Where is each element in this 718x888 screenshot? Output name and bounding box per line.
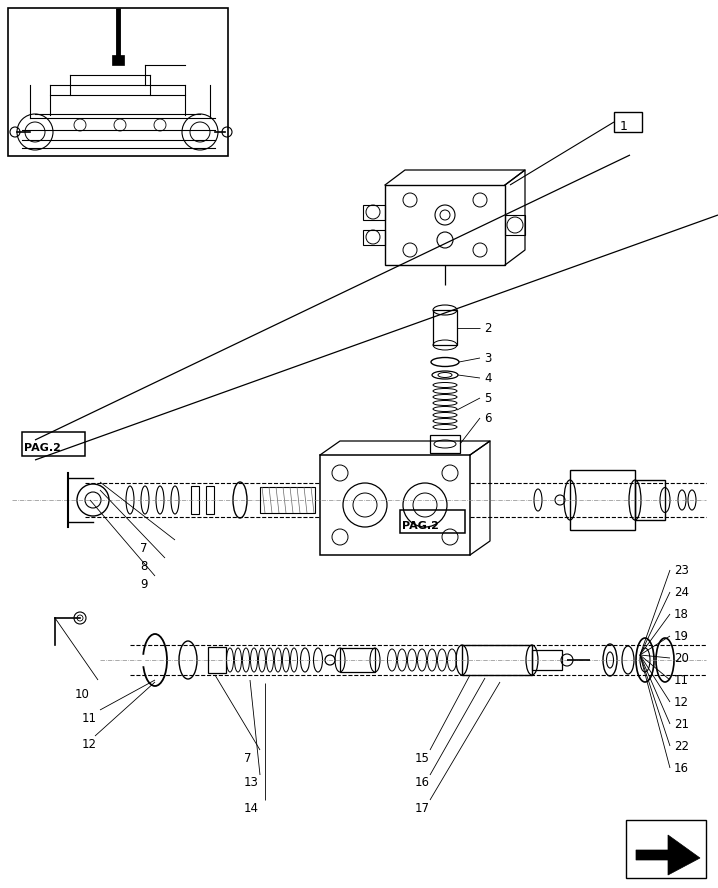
Text: 2: 2 xyxy=(484,321,492,335)
Bar xyxy=(363,230,385,245)
Bar xyxy=(505,215,525,235)
Text: 3: 3 xyxy=(484,352,491,364)
Text: 11: 11 xyxy=(674,673,689,686)
Text: 7: 7 xyxy=(140,542,147,554)
Bar xyxy=(385,185,505,265)
Text: 7: 7 xyxy=(244,751,251,765)
Text: 5: 5 xyxy=(484,392,491,405)
Bar xyxy=(260,487,315,513)
Text: 4: 4 xyxy=(484,371,492,385)
Text: 17: 17 xyxy=(415,802,430,814)
Text: 18: 18 xyxy=(674,607,689,621)
Bar xyxy=(363,205,385,220)
Bar xyxy=(8,8,228,156)
Bar xyxy=(206,486,214,514)
Text: 9: 9 xyxy=(140,577,147,591)
Text: 8: 8 xyxy=(140,559,147,573)
Text: 19: 19 xyxy=(674,630,689,643)
Bar xyxy=(626,820,706,878)
Text: 15: 15 xyxy=(415,751,430,765)
Text: 22: 22 xyxy=(674,740,689,752)
Text: 16: 16 xyxy=(674,762,689,774)
Bar xyxy=(430,435,460,453)
Text: 11: 11 xyxy=(82,711,97,725)
Bar xyxy=(614,112,642,132)
Text: 16: 16 xyxy=(415,776,430,789)
Text: 24: 24 xyxy=(674,585,689,599)
Bar xyxy=(635,480,665,520)
Bar xyxy=(400,510,465,533)
Text: 14: 14 xyxy=(244,802,259,814)
Polygon shape xyxy=(636,835,700,875)
Text: 13: 13 xyxy=(244,776,259,789)
Bar xyxy=(208,647,226,673)
Bar xyxy=(570,470,635,530)
Bar xyxy=(433,310,457,345)
Text: 12: 12 xyxy=(674,695,689,709)
Text: 10: 10 xyxy=(75,688,90,702)
Bar xyxy=(462,645,532,675)
Text: 12: 12 xyxy=(82,738,97,750)
Bar xyxy=(340,648,375,672)
Text: 20: 20 xyxy=(674,652,689,664)
Text: 21: 21 xyxy=(674,718,689,731)
Text: PAG.2: PAG.2 xyxy=(24,443,61,453)
Bar xyxy=(191,486,199,514)
Text: 1: 1 xyxy=(620,120,628,132)
Bar xyxy=(532,650,562,670)
Bar xyxy=(112,55,124,65)
Text: PAG.2: PAG.2 xyxy=(402,521,439,531)
Text: 6: 6 xyxy=(484,411,492,424)
Text: 23: 23 xyxy=(674,564,689,576)
Bar xyxy=(22,432,85,456)
Bar xyxy=(320,455,470,555)
